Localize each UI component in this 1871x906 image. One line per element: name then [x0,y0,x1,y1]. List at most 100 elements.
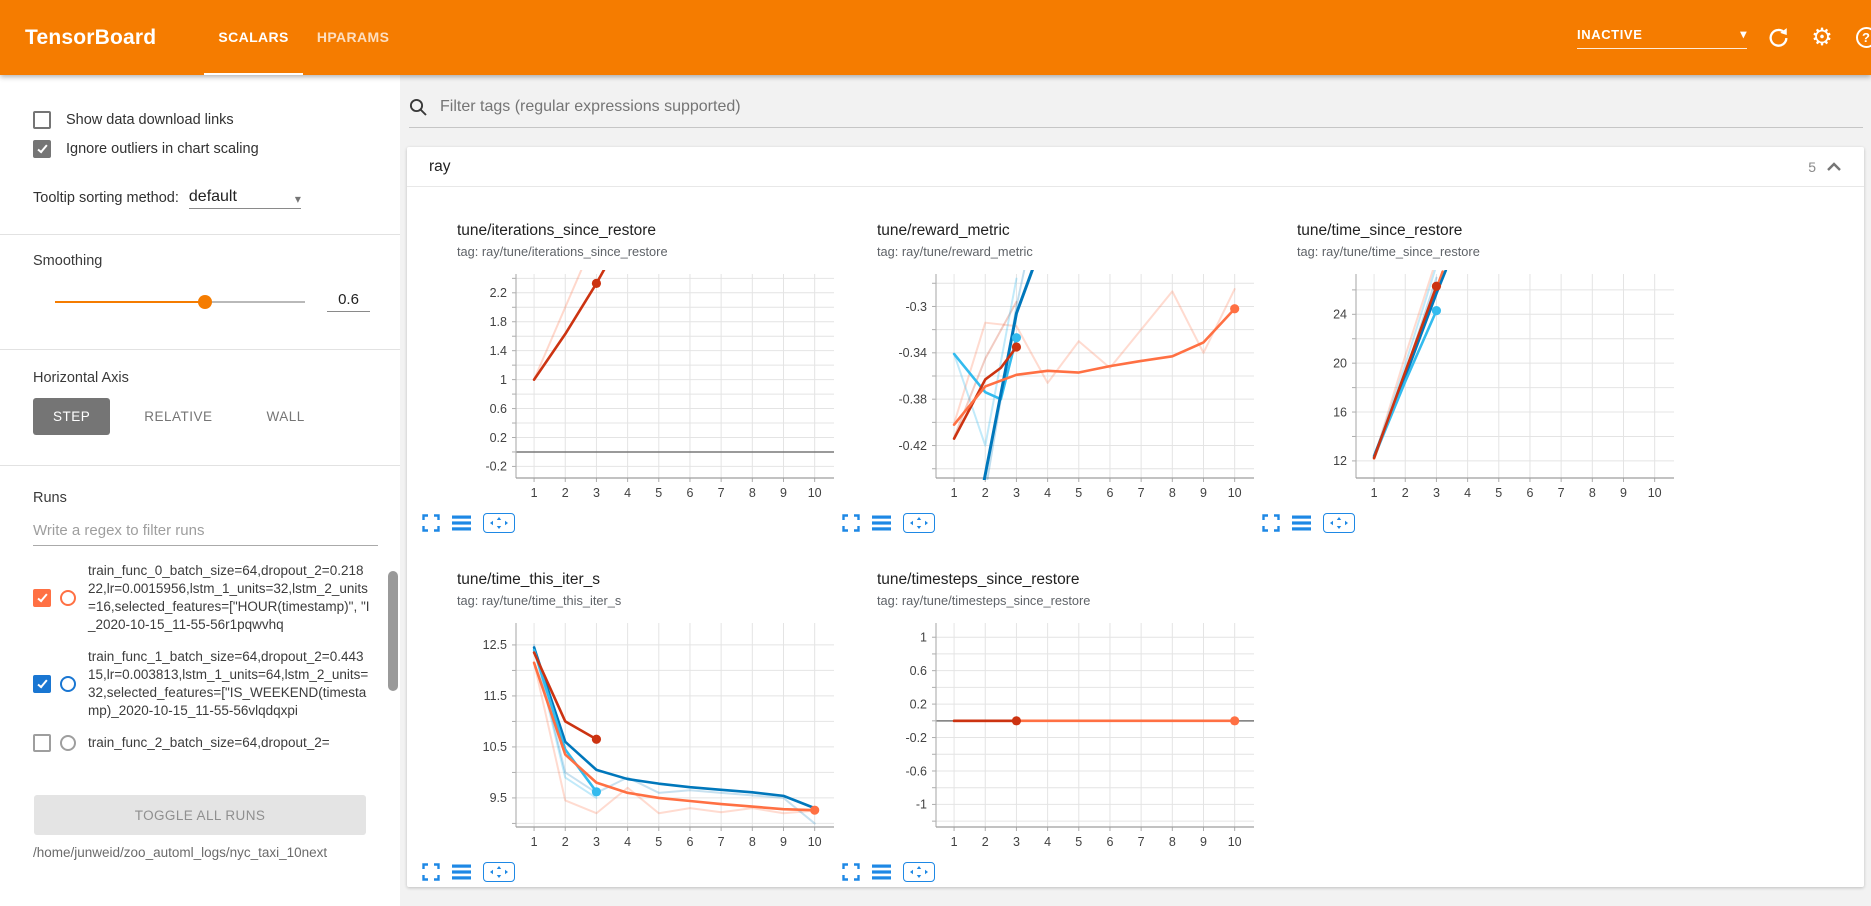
checkbox-label: Ignore outliers in chart scaling [66,140,259,157]
slider-thumb[interactable] [198,294,212,309]
show-download-links-checkbox-row[interactable]: Show data download links [33,105,370,134]
series-end-dot [1011,333,1022,343]
ignore-outliers-checkbox-row[interactable]: Ignore outliers in chart scaling [33,134,370,163]
svg-text:1: 1 [951,486,958,500]
line-chart-plot[interactable]: 1 2 3 4 5 6 7 8 9 10 1 0.6 0.2 -0.2 -0.6 -1 [840,617,1260,857]
chart-card: tune/time_this_iter_s tag: ray/tune/time_… [420,570,840,885]
svg-text:5: 5 [655,486,662,500]
chart-tag: tag: ray/tune/reward_metric [877,244,1033,259]
svg-text:-0.34: -0.34 [899,346,928,360]
svg-text:6: 6 [1526,486,1533,500]
reload-icon[interactable] [1765,25,1791,51]
svg-text:2: 2 [1402,486,1409,500]
svg-text:1: 1 [951,835,958,849]
runs-label: Runs [33,490,67,506]
svg-text:6: 6 [1106,835,1113,849]
smoothing-slider[interactable] [55,294,305,309]
svg-text:20: 20 [1333,356,1347,370]
line-chart-plot[interactable]: 1 2 3 4 5 6 7 8 9 10 12.5 11.5 10.5 9.5 [420,617,840,857]
run-status-dropdown[interactable]: INACTIVE ▾ [1577,27,1747,49]
data-series-icon[interactable] [1292,515,1311,531]
filter-tags-input[interactable] [438,97,1863,117]
chart-tag: tag: ray/tune/iterations_since_restore [457,244,668,259]
checkbox-checked[interactable] [33,139,51,158]
chevron-up-icon[interactable] [1826,161,1842,172]
run-item[interactable]: train_func_2_batch_size=64,dropout_2= [33,734,400,752]
tab-scalars[interactable]: SCALARS [204,0,303,75]
run-name: train_func_0_batch_size=64,dropout_2=0.2… [88,563,370,632]
svg-text:-0.3: -0.3 [905,300,927,314]
data-series-icon[interactable] [452,515,471,531]
topbar-right: INACTIVE ▾ ⚙ ? [1577,25,1871,51]
checkbox-unchecked[interactable] [33,110,51,129]
fit-domain-icon[interactable] [903,862,935,882]
svg-text:10: 10 [808,486,822,500]
fit-domain-icon[interactable] [483,513,515,533]
chevron-down-icon: ▾ [1740,27,1747,41]
series-end-dot [1011,716,1022,726]
tab-hparams[interactable]: HPARAMS [316,28,390,45]
tooltip-sorting-dropdown[interactable]: default ▾ [188,188,301,209]
fullscreen-icon[interactable] [1262,514,1280,532]
axis-wall-button[interactable]: WALL [266,409,305,424]
divider [0,349,400,350]
svg-text:7: 7 [1558,486,1565,500]
chart-tag: tag: ray/tune/time_this_iter_s [457,593,622,608]
chart-series-orange-raw [1373,270,1435,460]
fullscreen-icon[interactable] [422,863,440,881]
svg-text:9: 9 [1200,835,1207,849]
help-icon[interactable]: ? [1853,25,1871,51]
run-color-circle[interactable] [60,590,76,606]
settings-gear-icon[interactable]: ⚙ [1811,23,1833,51]
svg-text:0.6: 0.6 [910,664,927,678]
run-checkbox[interactable] [33,589,51,607]
data-series-icon[interactable] [872,864,891,880]
chart-series-orange-raw [533,661,816,815]
svg-text:4: 4 [1464,486,1471,500]
fit-domain-icon[interactable] [1323,513,1355,533]
svg-text:4: 4 [1044,835,1051,849]
svg-text:9: 9 [780,835,787,849]
data-series-icon[interactable] [452,864,471,880]
axis-relative-button[interactable]: RELATIVE [144,409,213,424]
svg-text:5: 5 [655,835,662,849]
search-icon [409,98,428,117]
sidebar-scrollbar[interactable] [388,571,398,691]
axis-step-button[interactable]: STEP [33,398,111,435]
fullscreen-icon[interactable] [842,514,860,532]
toggle-all-runs-button[interactable]: TOGGLE ALL RUNS [34,795,366,835]
fit-domain-icon[interactable] [483,862,515,882]
runs-filter-input[interactable] [33,522,378,546]
tooltip-sorting-label: Tooltip sorting method: [33,190,179,206]
fit-domain-icon[interactable] [903,513,935,533]
svg-text:2: 2 [982,835,989,849]
run-checkbox[interactable] [33,675,51,693]
run-checkbox[interactable] [33,734,51,752]
run-item[interactable]: train_func_1_batch_size=64,dropout_2=0.4… [33,648,400,720]
svg-text:5: 5 [1075,835,1082,849]
svg-text:10: 10 [1648,486,1662,500]
line-chart-plot[interactable]: 1 2 3 4 5 6 7 8 9 10 -0.3 -0.34 -0.38 -0.42 [840,268,1260,508]
chart-card: tune/reward_metric tag: ray/tune/reward_m… [840,221,1260,536]
run-color-circle[interactable] [60,735,76,751]
line-chart-plot[interactable]: 1 2 3 4 5 6 7 8 9 10 2.2 1.8 1.4 1 0.6 0.2 -0.2 [420,268,840,508]
smoothing-value[interactable]: 0.6 [327,291,370,312]
run-item[interactable]: train_func_0_batch_size=64,dropout_2=0.2… [33,562,400,634]
svg-text:-0.6: -0.6 [905,764,927,778]
run-color-circle[interactable] [60,676,76,692]
chart-card: tune/time_since_restore tag: ray/tune/tim… [1260,221,1680,536]
svg-text:8: 8 [749,835,756,849]
series-end-dot [1431,281,1442,291]
svg-text:7: 7 [1138,835,1145,849]
fullscreen-icon[interactable] [422,514,440,532]
svg-text:1: 1 [1371,486,1378,500]
svg-text:5: 5 [1075,486,1082,500]
tag-group-header[interactable]: ray 5 [407,147,1864,187]
data-series-icon[interactable] [872,515,891,531]
svg-text:1: 1 [500,373,507,387]
check-icon [36,677,48,689]
svg-text:10: 10 [1228,486,1242,500]
svg-text:12.5: 12.5 [483,638,507,652]
fullscreen-icon[interactable] [842,863,860,881]
